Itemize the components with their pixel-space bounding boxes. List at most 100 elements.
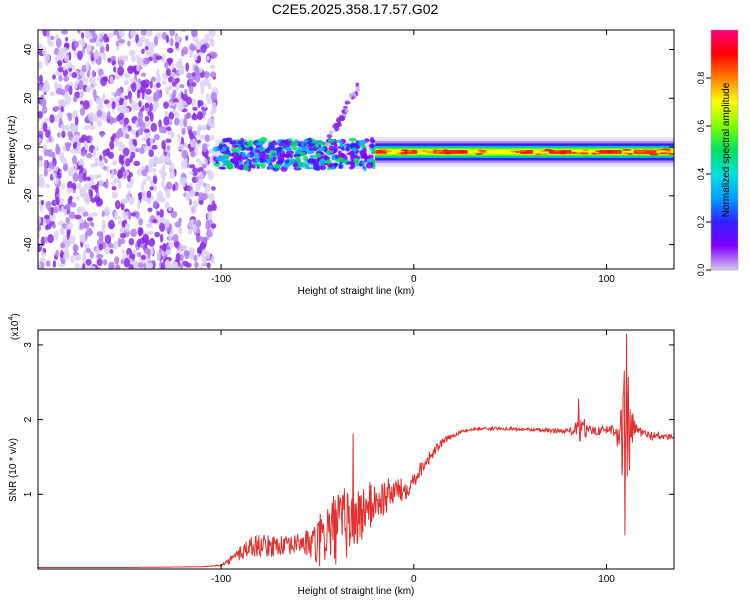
heatmap-transition-cell [247, 140, 255, 147]
heatmap-noise-cell [189, 249, 195, 259]
heatmap-noise-cell [77, 182, 82, 190]
heatmap-noise-cell [75, 254, 79, 262]
heatmap-transition-cell [353, 158, 360, 164]
heatmap-noise-cell [208, 30, 214, 34]
heatmap-noise-cell [211, 38, 215, 47]
heatmap-signal-cell [518, 149, 528, 152]
heatmap-noise-cell [114, 200, 121, 210]
heatmap-signal-cell [636, 150, 646, 153]
heatmap-transition-cell [365, 162, 374, 169]
heatmap-noise-cell [168, 162, 175, 173]
heatmap-noise-cell [189, 137, 197, 148]
heatmap-noise-cell [83, 183, 91, 190]
heatmap-noise-cell [118, 98, 124, 106]
heatmap-noise-cell [207, 170, 214, 181]
heatmap-noise-cell [59, 227, 65, 236]
heatmap-noise-cell [141, 190, 148, 201]
heatmap-noise-cell [131, 55, 137, 63]
heatmap-noise-cell [189, 171, 194, 176]
heatmap-signal-cell [591, 152, 597, 155]
heatmap-noise-cell [191, 46, 198, 51]
heatmap-noise-cell [193, 254, 198, 262]
heatmap-transition-cell [241, 151, 247, 158]
heatmap-noise-cell [109, 75, 114, 84]
spectrogram-panel: -100 0 100 -40 -20 0 20 40 Height of straight … [7, 29, 675, 297]
heatmap-noise-cell [120, 92, 124, 99]
heatmap-noise-cell [148, 41, 156, 50]
heatmap-noise-cell [168, 232, 172, 241]
heatmap-noise-cell [73, 40, 79, 49]
heatmap-signal-cell [443, 149, 448, 152]
heatmap-noise-cell [69, 195, 73, 201]
heatmap-noise-cell [144, 46, 149, 51]
heatmap-transition-cell [300, 141, 305, 147]
heatmap-noise-cell [165, 86, 169, 96]
heatmap-noise-cell [98, 243, 104, 251]
heatmap-noise-cell [203, 103, 207, 108]
heatmap-noise-cell [38, 179, 43, 188]
heatmap-noise-cell [168, 85, 173, 91]
heatmap-transition-cell [267, 145, 274, 151]
heatmap-noise-cell [186, 112, 192, 118]
heatmap-noise-cell [171, 260, 177, 269]
heatmap-noise-cell [63, 124, 71, 131]
heatmap-noise-cell [105, 211, 110, 218]
heatmap-transition-cell [286, 143, 290, 147]
heatmap-noise-cell [78, 172, 84, 183]
colorbar-tick-label: 0.6 [696, 120, 706, 133]
heatmap-noise-cell [165, 126, 172, 131]
heatmap-noise-cell [163, 126, 167, 134]
heatmap-noise-cell [66, 231, 70, 240]
heatmap-noise-cell [83, 195, 90, 203]
heatmap-noise-cell [169, 170, 175, 180]
heatmap-noise-cell [53, 106, 60, 111]
heatmap-noise-cell [125, 222, 131, 233]
heatmap-noise-cell [152, 175, 158, 185]
heatmap-transition-cell [326, 167, 331, 171]
heatmap-noise-cell [165, 34, 169, 44]
heatmap-noise-cell [62, 65, 67, 71]
heatmap-noise-cell [38, 60, 43, 69]
heatmap-noise-cell [150, 76, 157, 82]
heatmap-noise-cell [131, 106, 136, 111]
heatmap-noise-cell [95, 38, 100, 48]
heatmap-noise-cell [64, 249, 68, 257]
heatmap-noise-cell [114, 211, 118, 221]
heatmap-noise-cell [125, 158, 131, 167]
heatmap-noise-cell [130, 212, 137, 217]
heatmap-signal-cell [571, 151, 578, 154]
heatmap-noise-cell [91, 69, 96, 78]
heatmap-noise-cell [90, 45, 95, 51]
heatmap-noise-cell [111, 191, 119, 199]
heatmap-noise-cell [198, 200, 204, 206]
heatmap-noise-cell [144, 102, 150, 109]
heatmap-noise-cell [163, 116, 170, 126]
heatmap-noise-cell [135, 33, 140, 44]
heatmap-noise-cell [135, 211, 140, 220]
heatmap-noise-cell [57, 99, 64, 106]
heatmap-noise-cell [135, 147, 140, 153]
spectrogram-y-ticks: -40 -20 0 20 40 [23, 44, 674, 252]
x-tick-label: 100 [598, 274, 615, 285]
heatmap-noise-cell [102, 149, 109, 156]
heatmap-noise-cell [190, 219, 195, 224]
heatmap-noise-cell [160, 54, 166, 63]
heatmap-noise-cell [146, 175, 152, 182]
heatmap-noise-cell [103, 76, 109, 83]
colorbar-tick-label: 0.8 [696, 72, 706, 85]
heatmap-noise-cell [123, 257, 131, 268]
heatmap-noise-cell [48, 161, 56, 170]
heatmap-noise-cell [139, 146, 145, 155]
heatmap-noise-cell [151, 144, 158, 150]
heatmap-noise-cell [202, 170, 207, 176]
heatmap-noise-cell [79, 222, 84, 230]
heatmap-noise-cell [142, 234, 150, 243]
heatmap-noise-cell [128, 238, 135, 246]
heatmap-noise-cell [146, 230, 154, 236]
heatmap-noise-cell [142, 179, 147, 185]
heatmap-noise-cell [104, 158, 108, 164]
heatmap-noise-cell [161, 31, 167, 40]
heatmap-noise-cell [124, 54, 129, 62]
heatmap-noise-cell [134, 120, 139, 129]
heatmap-drift-cell [324, 142, 331, 147]
